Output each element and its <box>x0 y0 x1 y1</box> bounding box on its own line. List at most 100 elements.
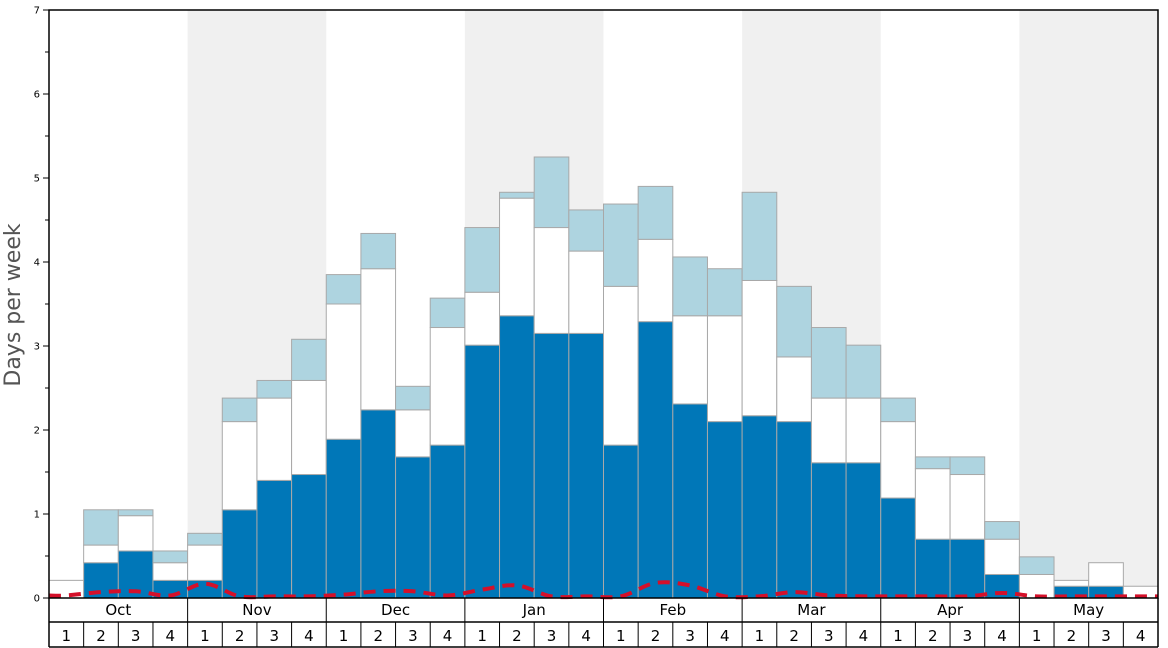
week-label: 4 <box>443 627 453 645</box>
bar-segment-1-16 <box>568 332 604 599</box>
dashed-series-line <box>48 580 1158 600</box>
week-label: 3 <box>685 627 695 645</box>
bar-segment-1-22 <box>776 421 812 599</box>
bar-segment-1-26 <box>914 538 951 599</box>
week-label: 1 <box>200 627 210 645</box>
bar-segment-3-25 <box>880 397 916 423</box>
bar-segment-2-26 <box>914 468 951 540</box>
month-band-may <box>1019 10 1158 598</box>
bar-segment-2-18 <box>637 238 674 323</box>
bar-segment-2-11 <box>395 409 431 458</box>
bar-segment-3-3 <box>117 509 154 517</box>
bar-segment-3-24 <box>845 344 882 399</box>
week-label: 2 <box>651 627 661 645</box>
month-label-mar: Mar <box>797 601 826 619</box>
month-label-feb: Feb <box>660 601 687 619</box>
week-label: 1 <box>893 627 903 645</box>
week-label: 2 <box>928 627 938 645</box>
week-label: 3 <box>131 627 141 645</box>
week-label: 4 <box>166 627 176 645</box>
y-tick-label: 4 <box>34 258 40 269</box>
bar-segment-3-22 <box>776 285 812 358</box>
week-label: 3 <box>269 627 279 645</box>
week-label: 1 <box>477 627 487 645</box>
bar-segment-1-8 <box>291 474 327 599</box>
bar-segment-1-27 <box>949 538 986 599</box>
bar-segment-3-15 <box>533 156 570 229</box>
bar-segment-1-24 <box>845 462 882 599</box>
bar-segment-3-13 <box>464 227 501 293</box>
bar-segment-2-3 <box>117 515 154 552</box>
week-label: 2 <box>235 627 245 645</box>
bar-segment-2-25 <box>880 421 916 499</box>
bar-segment-1-14 <box>499 315 535 599</box>
bar-segment-2-14 <box>499 197 535 317</box>
month-label-may: May <box>1073 601 1104 619</box>
bar-segment-2-17 <box>603 285 639 446</box>
y-tick-label: 7 <box>34 6 40 17</box>
week-label: 1 <box>62 627 72 645</box>
month-label-nov: Nov <box>242 601 271 619</box>
bar-segment-1-7 <box>256 479 293 599</box>
week-label: 3 <box>1101 627 1111 645</box>
bar-segment-3-27 <box>949 456 986 476</box>
bar-segment-3-28 <box>984 521 1020 540</box>
bar-segment-3-19 <box>672 256 708 317</box>
bar-segment-1-19 <box>672 403 708 599</box>
bar-segment-1-23 <box>810 462 847 599</box>
y-tick-label: 0 <box>34 594 40 605</box>
week-label: 1 <box>616 627 626 645</box>
bar-segment-3-14 <box>499 191 535 199</box>
week-label: 2 <box>1067 627 1077 645</box>
bar-segment-3-12 <box>429 297 466 329</box>
y-tick-label: 6 <box>34 90 40 101</box>
week-label: 3 <box>824 627 834 645</box>
bar-segment-3-9 <box>325 274 362 305</box>
bar-segment-2-22 <box>776 356 812 423</box>
stacked-bars <box>48 156 1159 599</box>
week-label: 4 <box>1136 627 1146 645</box>
y-tick-label: 5 <box>34 174 40 185</box>
week-label: 3 <box>408 627 418 645</box>
week-label: 2 <box>373 627 383 645</box>
bar-segment-3-18 <box>637 185 674 240</box>
bar-segment-3-17 <box>603 203 639 287</box>
bar-segment-2-31 <box>1088 562 1124 587</box>
week-label: 3 <box>547 627 557 645</box>
week-label: 2 <box>96 627 106 645</box>
bar-segment-3-29 <box>1018 556 1055 575</box>
bar-segment-2-16 <box>568 250 604 334</box>
month-label-oct: Oct <box>105 601 131 619</box>
bar-segment-3-2 <box>83 509 119 546</box>
y-axis-title: Days per week <box>1 223 26 386</box>
bar-segment-1-10 <box>360 409 397 599</box>
bar-segment-1-20 <box>706 421 743 599</box>
bar-segment-2-23 <box>810 397 847 464</box>
bar-segment-2-12 <box>429 327 466 446</box>
bar-segment-1-13 <box>464 344 501 599</box>
bar-segment-2-8 <box>291 379 327 476</box>
month-label-apr: Apr <box>937 601 964 619</box>
bar-segment-1-15 <box>533 332 570 599</box>
week-label: 4 <box>859 627 869 645</box>
bar-segment-3-20 <box>706 268 743 317</box>
week-label: 4 <box>720 627 730 645</box>
bar-segment-2-7 <box>256 397 293 481</box>
month-label-dec: Dec <box>381 601 410 619</box>
bar-segment-1-9 <box>325 438 362 599</box>
bar-segment-1-12 <box>429 444 466 599</box>
bar-segment-2-20 <box>706 315 743 423</box>
bar-segment-2-6 <box>221 421 258 511</box>
bar-segment-3-10 <box>360 232 397 270</box>
bar-segment-1-11 <box>395 456 431 599</box>
week-label: 2 <box>789 627 799 645</box>
week-label: 4 <box>581 627 591 645</box>
bar-segment-3-16 <box>568 209 604 252</box>
y-tick-label: 1 <box>34 510 40 521</box>
bar-segment-2-10 <box>360 268 397 411</box>
bar-segment-1-17 <box>603 444 639 599</box>
bar-segment-2-30 <box>1053 579 1090 587</box>
bar-segment-2-5 <box>187 544 223 581</box>
bar-segment-3-5 <box>187 532 223 546</box>
